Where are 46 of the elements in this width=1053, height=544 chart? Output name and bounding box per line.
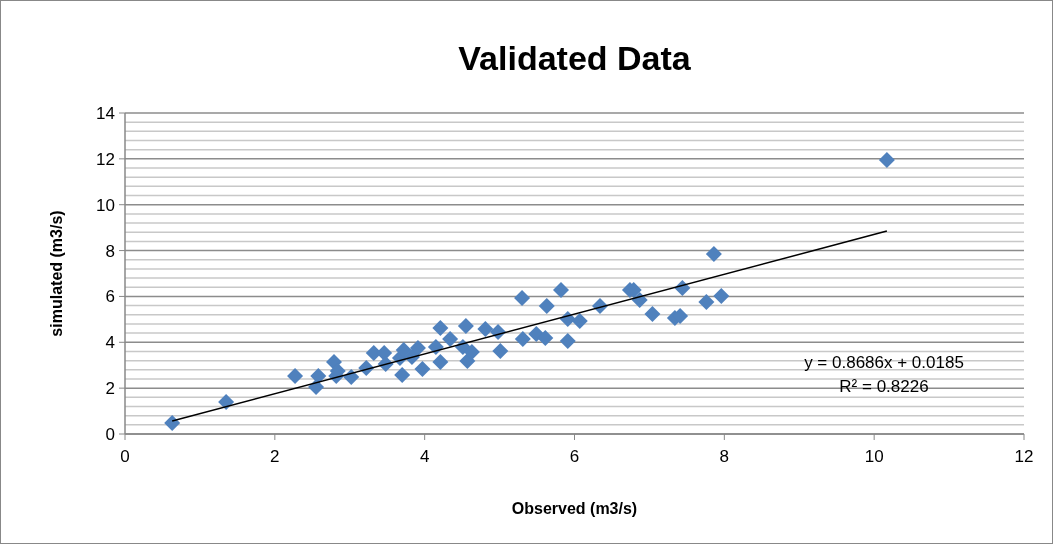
point (432, 354, 449, 370)
point (571, 312, 588, 329)
point (538, 298, 555, 315)
y-tick-label: 6 (105, 287, 115, 307)
x-tick-label: 10 (864, 447, 884, 466)
y-tick-label: 4 (105, 333, 115, 353)
point (537, 329, 554, 346)
point (477, 320, 494, 337)
x-tick-label: 6 (569, 447, 580, 466)
point (514, 331, 531, 348)
point (442, 331, 459, 348)
annotation: y = 0.8686x + 0.0185 (804, 352, 964, 372)
point (705, 246, 722, 263)
point (559, 332, 576, 349)
point (463, 343, 480, 360)
point (644, 306, 661, 323)
point (409, 340, 426, 357)
chart-title: Validated Data (458, 39, 692, 77)
point (878, 152, 895, 168)
point (414, 361, 431, 378)
y-tick-label: 10 (96, 195, 115, 215)
point (287, 367, 304, 384)
point (713, 287, 730, 304)
y-tick-label: 0 (105, 424, 115, 444)
point (164, 414, 181, 431)
point (218, 393, 235, 410)
point (514, 290, 531, 307)
x-axis-title: Observed (m3/s) (511, 500, 638, 517)
annotation: R² = 0.8226 (839, 376, 929, 396)
point (492, 343, 509, 359)
point (698, 293, 715, 310)
x-tick-label: 12 (1014, 447, 1034, 466)
x-tick-label: 2 (270, 447, 280, 466)
y-tick-label: 8 (105, 241, 115, 261)
x-tick-label: 8 (719, 447, 730, 466)
y-tick-label: 12 (96, 149, 115, 169)
y-tick-label: 2 (105, 379, 115, 399)
point (310, 367, 327, 384)
x-tick-label: 0 (120, 447, 130, 466)
point (432, 320, 449, 337)
point (394, 367, 411, 384)
x-tick-label: 4 (419, 447, 430, 466)
y-axis-title: simulated (m3/s) (48, 210, 65, 337)
y-tick-label: 14 (96, 103, 115, 123)
point (457, 318, 474, 335)
point (553, 282, 570, 299)
